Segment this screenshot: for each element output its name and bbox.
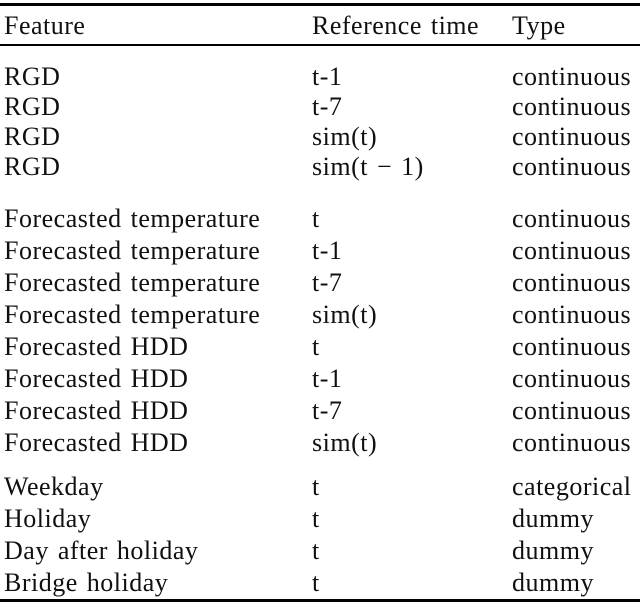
reference-time-cell: t — [312, 568, 320, 597]
table-row: Forecasted HDD t continuous — [0, 331, 640, 363]
table-row: Forecasted temperature t continuous — [0, 203, 640, 235]
reference-time-cell: t — [312, 472, 320, 501]
table-group-calendar: Weekday t categorical Holiday t dummy Day afte… — [0, 471, 640, 599]
feature-cell: Forecasted HDD — [4, 428, 189, 457]
table-row: RGD t-7 continuous — [0, 92, 640, 122]
feature-cell: Forecasted temperature — [4, 300, 261, 329]
type-cell: continuous — [512, 92, 632, 121]
column-header-reference-time: Reference time — [312, 11, 480, 40]
table-row: RGD sim(t) continuous — [0, 122, 640, 152]
table-row: Holiday t dummy — [0, 503, 640, 535]
type-cell: continuous — [512, 300, 632, 329]
feature-cell: Forecasted HDD — [4, 364, 189, 393]
reference-time-cell: t-1 — [312, 236, 343, 265]
type-cell: continuous — [512, 122, 632, 151]
table-row: Bridge holiday t dummy — [0, 567, 640, 599]
reference-time-cell: t — [312, 536, 320, 565]
type-cell: continuous — [512, 268, 632, 297]
reference-time-cell: t — [312, 504, 320, 533]
type-cell: continuous — [512, 204, 632, 233]
feature-cell: Forecasted temperature — [4, 204, 261, 233]
table-group-forecast: Forecasted temperature t continuous Forecas… — [0, 203, 640, 459]
table-row: Forecasted temperature t-1 continuous — [0, 235, 640, 267]
type-cell: continuous — [512, 364, 632, 393]
table-row: Day after holiday t dummy — [0, 535, 640, 567]
type-cell: continuous — [512, 236, 632, 265]
top-rule — [0, 3, 640, 6]
feature-cell: Forecasted temperature — [4, 236, 261, 265]
feature-cell: Weekday — [4, 472, 104, 501]
table-row: Forecasted HDD sim(t) continuous — [0, 427, 640, 459]
reference-time-cell: t-1 — [312, 62, 343, 91]
feature-cell: Day after holiday — [4, 536, 199, 565]
reference-time-cell: sim(t) — [312, 122, 378, 151]
type-cell: continuous — [512, 62, 632, 91]
type-cell: dummy — [512, 504, 594, 533]
table-row: Forecasted temperature sim(t) continuous — [0, 299, 640, 331]
feature-cell: RGD — [4, 122, 61, 151]
table-row: Weekday t categorical — [0, 471, 640, 503]
feature-cell: Holiday — [4, 504, 92, 533]
table-row: Forecasted HDD t-1 continuous — [0, 363, 640, 395]
header-rule — [0, 44, 640, 46]
table-row: Forecasted temperature t-7 continuous — [0, 267, 640, 299]
feature-cell: RGD — [4, 152, 61, 181]
feature-cell: Forecasted HDD — [4, 332, 189, 361]
reference-time-cell: sim(t) — [312, 428, 378, 457]
type-cell: dummy — [512, 568, 594, 597]
feature-cell: Forecasted temperature — [4, 268, 261, 297]
reference-time-cell: t-7 — [312, 268, 343, 297]
type-cell: continuous — [512, 428, 632, 457]
feature-cell: RGD — [4, 92, 61, 121]
reference-time-cell: t-7 — [312, 92, 343, 121]
type-cell: categorical — [512, 472, 632, 501]
type-cell: dummy — [512, 536, 594, 565]
feature-cell: Forecasted HDD — [4, 396, 189, 425]
type-cell: continuous — [512, 396, 632, 425]
feature-cell: RGD — [4, 62, 61, 91]
bottom-rule — [0, 599, 640, 602]
type-cell: continuous — [512, 152, 632, 181]
reference-time-cell: sim(t) — [312, 300, 378, 329]
table-row: RGD t-1 continuous — [0, 62, 640, 92]
column-header-type: Type — [512, 11, 566, 40]
type-cell: continuous — [512, 332, 632, 361]
table-header-row: Feature Reference time Type — [0, 6, 640, 44]
table-row: RGD sim(t − 1) continuous — [0, 152, 640, 182]
reference-time-cell: t — [312, 332, 320, 361]
reference-time-cell: t-7 — [312, 396, 343, 425]
table-row: Forecasted HDD t-7 continuous — [0, 395, 640, 427]
reference-time-cell: t-1 — [312, 364, 343, 393]
table-group-rgd: RGD t-1 continuous RGD t-7 continuous RGD sim(t… — [0, 62, 640, 182]
reference-time-cell: t — [312, 204, 320, 233]
reference-time-cell: sim(t − 1) — [312, 152, 424, 181]
feature-cell: Bridge holiday — [4, 568, 169, 597]
column-header-feature: Feature — [4, 11, 86, 40]
feature-table: Feature Reference time Type RGD t-1 contin… — [0, 3, 640, 610]
